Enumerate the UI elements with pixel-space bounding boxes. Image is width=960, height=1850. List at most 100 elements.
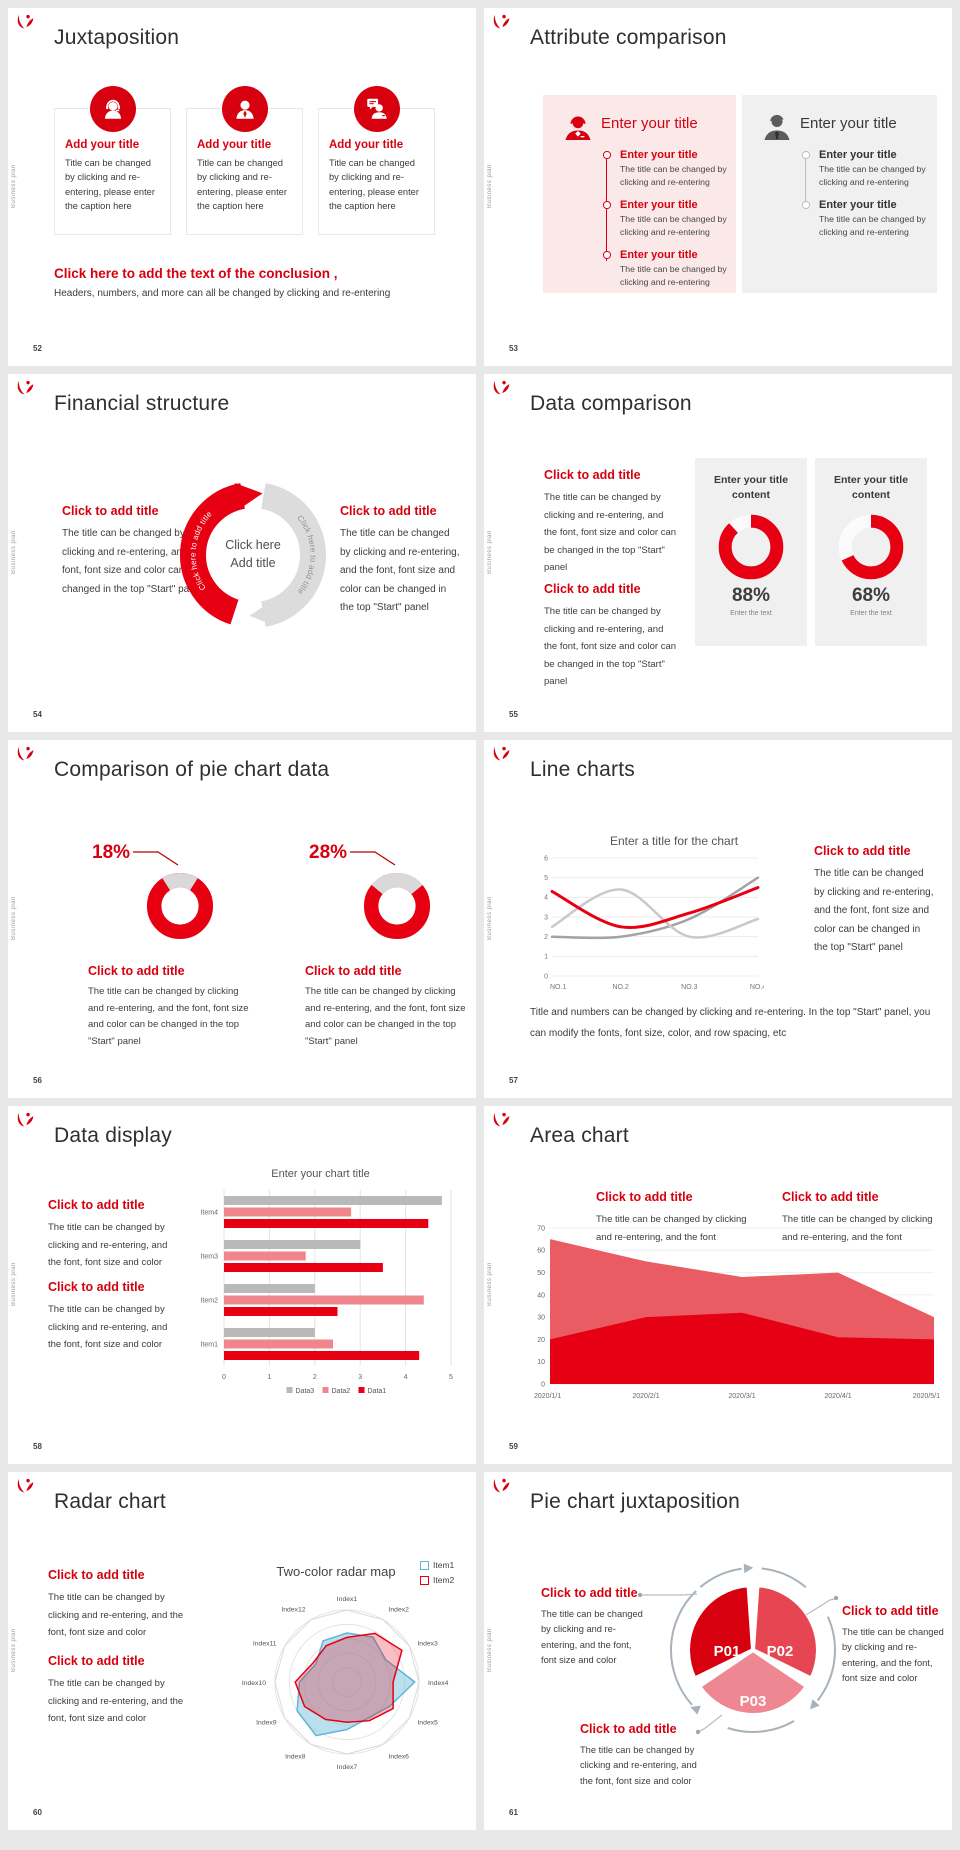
timeline-line <box>605 157 608 261</box>
donut-88-svg <box>718 515 784 580</box>
text-block-left: Click to add title The title can be chan… <box>541 1586 649 1668</box>
slide-title: Radar chart <box>54 1490 166 1513</box>
block-body: The title can be changed by clicking and… <box>580 1745 697 1786</box>
svg-text:1: 1 <box>544 954 548 961</box>
svg-text:20: 20 <box>537 1337 545 1344</box>
page-number: 56 <box>33 1076 42 1085</box>
card-title: Add your title <box>329 139 404 151</box>
donut-68-svg <box>838 515 904 580</box>
slide-title: Area chart <box>530 1124 629 1147</box>
slide-54-financial-structure[interactable]: Business plan Financial structure Click … <box>8 374 476 732</box>
slide-52-juxtaposition[interactable]: Business plan Juxtaposition Add your tit… <box>8 8 476 366</box>
timeline-item-body: The title can be changed by clicking and… <box>620 214 727 238</box>
vertical-business-plan-label: Business plan <box>11 530 17 574</box>
stat-card-heading: Enter your title content <box>713 474 789 501</box>
svg-text:P01: P01 <box>714 1643 741 1660</box>
block-body: The title can be changed by clicking and… <box>48 1678 184 1725</box>
radar-chart-svg: Index1 Index2 Index3 Index4 Index5 Index6 Inde… <box>242 1596 449 1771</box>
feature-card: Add your title Title can be changed by c… <box>318 86 435 235</box>
text-block-right: Click to add title The title can be chan… <box>842 1604 950 1686</box>
block-title: Click to add title <box>48 1198 145 1212</box>
support-agent-icon <box>89 86 136 132</box>
legend-item: Item1 <box>420 1560 454 1570</box>
svg-text:30: 30 <box>537 1315 545 1322</box>
slide-58-data-display[interactable]: Business plan Data display Click to add … <box>8 1106 476 1464</box>
page-number: 52 <box>33 344 42 353</box>
feature-cards: Add your title Title can be changed by c… <box>54 85 435 235</box>
svg-text:4: 4 <box>404 1374 408 1381</box>
female-person-icon <box>565 116 591 140</box>
conclusion-title: Click here to add the text of the conclu… <box>54 266 338 281</box>
timeline-item-body: The title can be changed by clicking and… <box>819 214 926 238</box>
svg-text:Index5: Index5 <box>417 1720 438 1727</box>
vertical-business-plan-label: Business plan <box>11 1628 17 1672</box>
timeline-item-body: The title can be changed by clicking and… <box>620 264 727 288</box>
text-block-2: Click to add title The title can be chan… <box>544 582 678 691</box>
feature-card: Add your title Title can be changed by c… <box>54 86 171 235</box>
timeline-item-title: Enter your title <box>819 149 897 161</box>
svg-text:Index10: Index10 <box>242 1680 266 1687</box>
conclusion-body: Headers, numbers, and more can all be ch… <box>54 288 391 299</box>
timeline-item: Enter your title The title can be change… <box>802 199 930 239</box>
footer-note: Title and numbers can be changed by clic… <box>530 1007 931 1039</box>
page-number: 60 <box>33 1808 42 1817</box>
text-block-2: Click to add title The title can be chan… <box>48 1280 172 1354</box>
svg-text:0: 0 <box>541 1381 545 1388</box>
slide-title: Attribute comparison <box>530 26 727 49</box>
svg-text:40: 40 <box>537 1292 545 1299</box>
slide-56-pie-comparison[interactable]: Business plan Comparison of pie chart da… <box>8 740 476 1098</box>
brand-logo-icon <box>17 1478 34 1493</box>
stat-card-68: Enter your title content 68% Enter the t… <box>815 458 927 646</box>
svg-text:Index11: Index11 <box>253 1641 277 1648</box>
legend-swatch-item1 <box>420 1560 429 1570</box>
slide-55-data-comparison[interactable]: Business plan Data comparison Click to a… <box>484 374 952 732</box>
donut-18-svg <box>146 872 214 940</box>
timeline-item: Enter your title The title can be change… <box>802 149 930 189</box>
block-title: Click to add title <box>782 1190 879 1204</box>
stat-note: Enter the text <box>730 610 772 618</box>
stat-card-heading: Enter your title content <box>833 474 909 501</box>
svg-text:Index9: Index9 <box>256 1720 277 1727</box>
slide-59-area-chart[interactable]: Business plan Area chart Click to add ti… <box>484 1106 952 1464</box>
svg-text:Index4: Index4 <box>428 1680 449 1687</box>
svg-text:2020/5/1: 2020/5/1 <box>913 1393 940 1400</box>
panel-heading: Enter your title <box>601 115 698 132</box>
slide-57-line-charts[interactable]: Business plan Line charts Enter a title … <box>484 740 952 1098</box>
card-caption: Title can be changed by clicking and re-… <box>65 158 155 212</box>
panel-heading: Enter your title <box>800 115 897 132</box>
slide-53-attribute-comparison[interactable]: Business plan Attribute comparison Enter… <box>484 8 952 366</box>
block-title: Click to add title <box>544 582 641 596</box>
svg-text:2020/4/1: 2020/4/1 <box>824 1393 851 1400</box>
vertical-business-plan-label: Business plan <box>11 164 17 208</box>
block-title: Click to add title <box>48 1280 145 1294</box>
bar-chart-svg: 0 1 2 3 4 5 Item1 Item2 Item3 Item4 Data3 Data2 Data… <box>200 1190 453 1395</box>
text-block-1: Click to add title The title can be chan… <box>48 1568 188 1642</box>
block-body: The title can be changed by clicking and… <box>88 986 249 1047</box>
timeline-item-title: Enter your title <box>620 149 698 161</box>
area-chart: 0 10 20 30 40 50 60 70 2020/1/1 2020/2/1 2020/3/1 2… <box>522 1218 942 1415</box>
slide-title: Juxtaposition <box>54 26 180 49</box>
slide-60-radar-chart[interactable]: Business plan Radar chart Click to add t… <box>8 1472 476 1830</box>
donut-chart-28 <box>359 868 435 949</box>
slide-61-pie-juxtaposition[interactable]: Business plan Pie chart juxtaposition P0… <box>484 1472 952 1830</box>
svg-text:0: 0 <box>222 1374 226 1381</box>
page-number: 59 <box>509 1442 518 1451</box>
vertical-business-plan-label: Business plan <box>487 1262 493 1306</box>
block-title: Click to add title <box>48 1568 145 1582</box>
card-caption: Title can be changed by clicking and re-… <box>329 158 419 212</box>
svg-text:NO.3: NO.3 <box>681 984 697 991</box>
block-title: Click to add title <box>541 1586 638 1600</box>
brand-logo-icon <box>493 746 510 761</box>
percent-leader-line <box>133 851 179 866</box>
stat-card-88: Enter your title content 88% Enter the t… <box>695 458 807 646</box>
cycle-center-line1: Click here <box>225 538 281 552</box>
person-icon <box>221 86 268 132</box>
radar-chart-title: Two-color radar map <box>276 1564 396 1579</box>
svg-text:Index12: Index12 <box>281 1607 305 1614</box>
vertical-business-plan-label: Business plan <box>487 164 493 208</box>
area-chart-svg: 0 10 20 30 40 50 60 70 2020/1/1 2020/2/1 2020/3/1 2… <box>534 1225 940 1400</box>
timeline-item: Enter your title The title can be change… <box>603 199 731 239</box>
page-number: 54 <box>33 710 42 719</box>
brand-logo-icon <box>17 14 34 29</box>
svg-text:3: 3 <box>358 1374 362 1381</box>
